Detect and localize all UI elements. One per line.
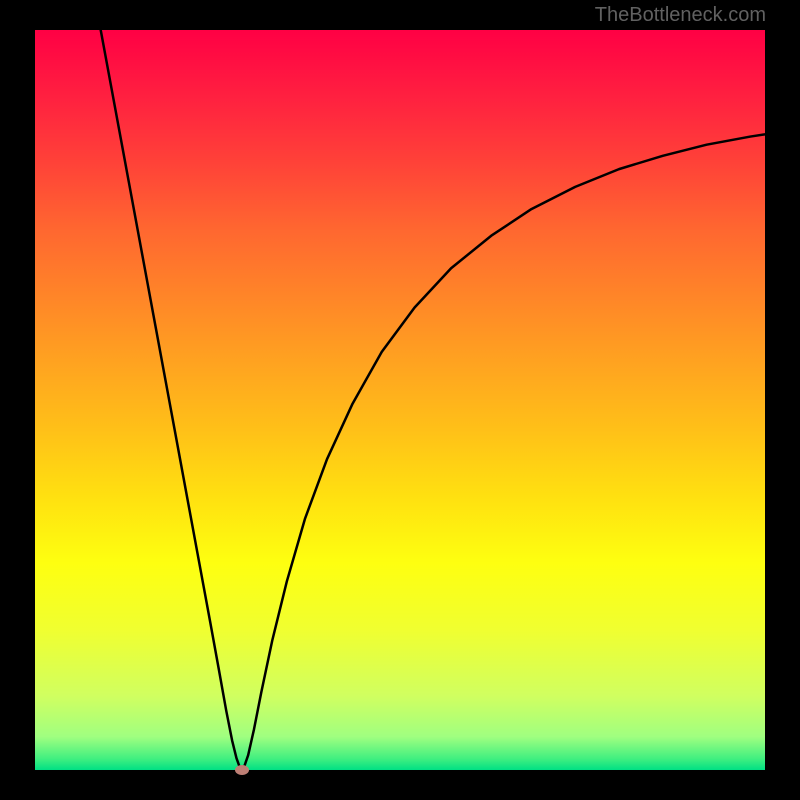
plot-area: [35, 30, 765, 770]
optimum-marker: [235, 765, 249, 775]
watermark-text: TheBottleneck.com: [595, 4, 766, 27]
chart-container: TheBottleneck.com: [0, 0, 800, 800]
bottleneck-curve: [35, 30, 765, 770]
